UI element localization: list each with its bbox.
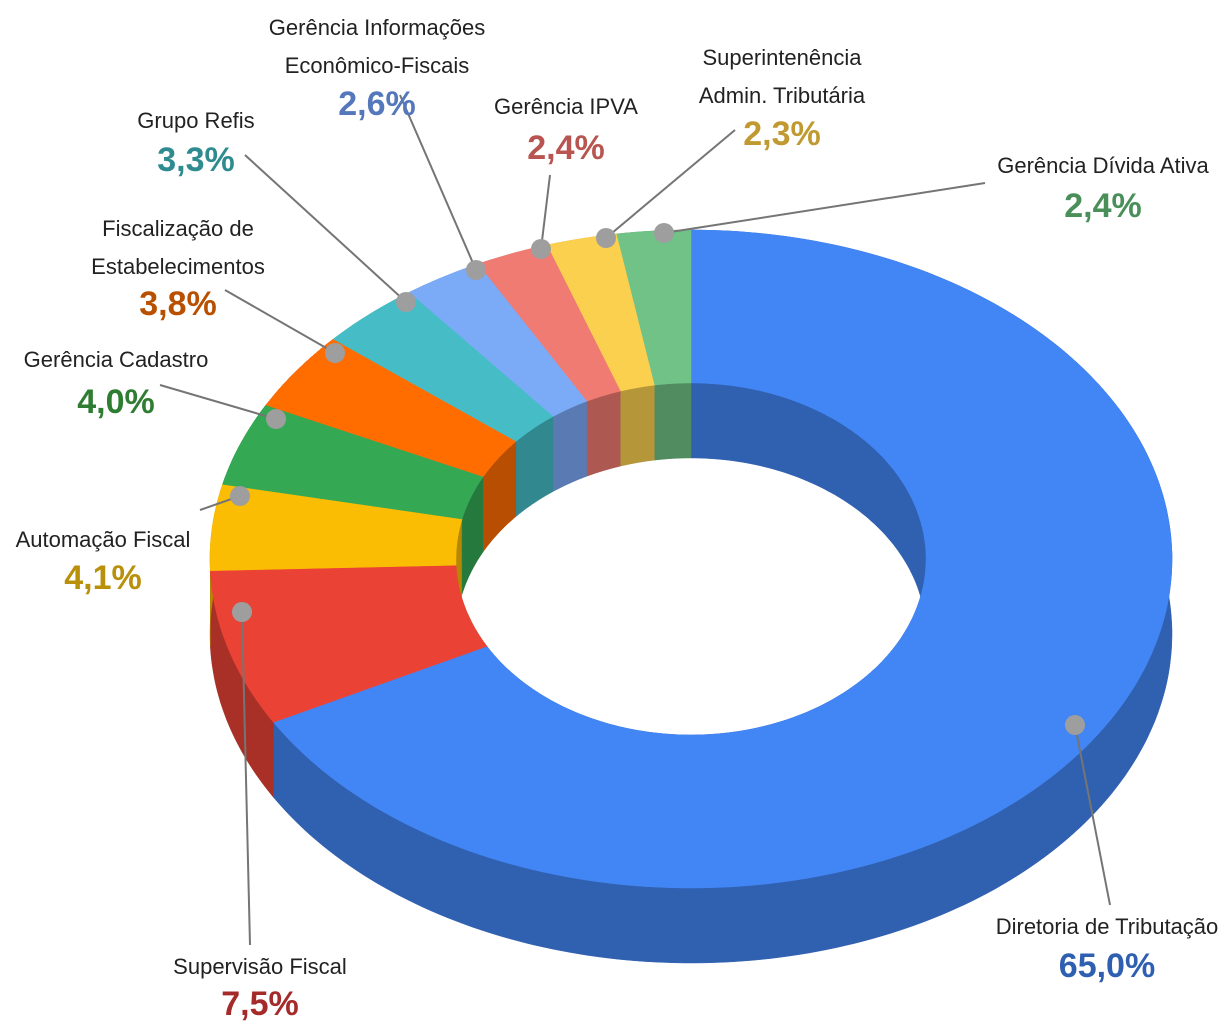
slice-inner-side bbox=[654, 382, 692, 461]
slice-label: Automação Fiscal bbox=[16, 527, 191, 552]
value-label: 3,3% bbox=[157, 141, 235, 179]
slice-label: Gerência Dívida Ativa bbox=[997, 153, 1209, 178]
leader-dot bbox=[232, 602, 252, 622]
slice-label: Econômico-Fiscais bbox=[285, 53, 470, 78]
leader-line bbox=[224, 289, 336, 354]
value-label: 3,8% bbox=[139, 285, 217, 323]
value-label: 2,3% bbox=[743, 115, 821, 153]
leader-line bbox=[399, 94, 477, 271]
value-label: 7,5% bbox=[221, 985, 299, 1023]
slice-label: Estabelecimentos bbox=[91, 254, 265, 279]
value-label: 4,0% bbox=[77, 383, 155, 421]
leader-dot bbox=[396, 292, 416, 312]
value-label: 2,4% bbox=[1064, 187, 1142, 225]
leader-line bbox=[241, 611, 251, 946]
slice-inner-side bbox=[553, 400, 588, 492]
leader-dot bbox=[531, 239, 551, 259]
leader-line bbox=[540, 174, 551, 250]
leader-line bbox=[663, 182, 986, 234]
leader-line bbox=[605, 129, 736, 239]
slice-label: Gerência Informações bbox=[269, 15, 485, 40]
leader-dot bbox=[596, 228, 616, 248]
slice-label: Supervisão Fiscal bbox=[173, 954, 347, 979]
value-label: 2,6% bbox=[338, 85, 416, 123]
leader-line bbox=[244, 154, 407, 303]
leader-dot bbox=[325, 343, 345, 363]
leader-line bbox=[1074, 724, 1111, 906]
leader-dot bbox=[466, 260, 486, 280]
value-label: 65,0% bbox=[1059, 947, 1155, 985]
leader-dot bbox=[230, 486, 250, 506]
slice-label: Admin. Tributária bbox=[699, 83, 866, 108]
value-label: 2,4% bbox=[527, 129, 605, 167]
leader-dot bbox=[654, 223, 674, 243]
leader-dot bbox=[1065, 715, 1085, 735]
slice-label: Diretoria de Tributação bbox=[996, 914, 1219, 939]
slice bbox=[616, 229, 692, 386]
leader-line bbox=[159, 384, 277, 420]
value-label: 4,1% bbox=[64, 559, 142, 597]
slice-label: Grupo Refis bbox=[137, 108, 254, 133]
slice-inner-side bbox=[586, 390, 622, 477]
slice-inner-side bbox=[620, 384, 656, 467]
slice-label: Gerência Cadastro bbox=[24, 347, 209, 372]
slice-label: Gerência IPVA bbox=[494, 94, 638, 119]
slice-label: Fiscalização de bbox=[102, 216, 254, 241]
slice-label: Superintenência bbox=[702, 45, 862, 70]
leader-dot bbox=[266, 409, 286, 429]
